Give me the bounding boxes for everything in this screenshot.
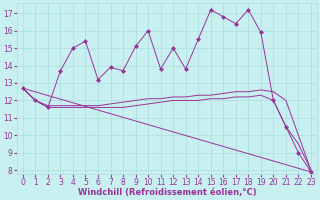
X-axis label: Windchill (Refroidissement éolien,°C): Windchill (Refroidissement éolien,°C) [77, 188, 256, 197]
